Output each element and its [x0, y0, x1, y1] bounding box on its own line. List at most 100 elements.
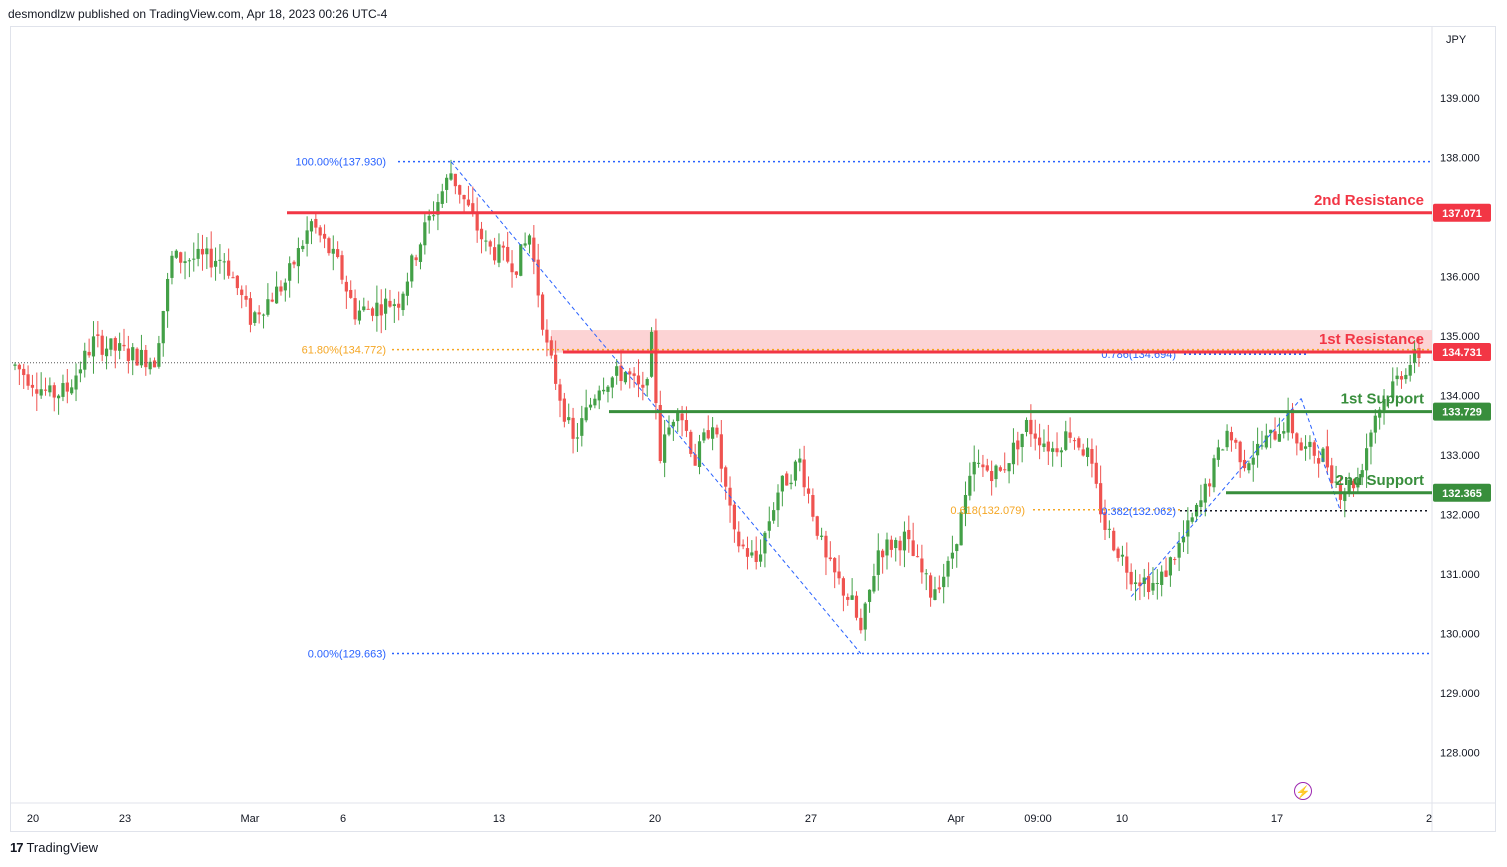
candle-body	[1382, 399, 1386, 411]
candle-body	[863, 603, 867, 630]
candle-body	[1408, 364, 1412, 376]
candle-body	[384, 298, 388, 314]
candle-body	[170, 255, 174, 278]
candle-body	[48, 385, 52, 393]
candle-body	[907, 529, 911, 540]
candle-body	[867, 589, 872, 602]
candle-body	[968, 475, 972, 496]
candle-body	[296, 248, 300, 267]
candle-body	[397, 303, 401, 308]
candle-body	[240, 289, 244, 296]
candle-body	[100, 335, 104, 355]
fib-label: 0.618(132.079)	[950, 505, 1025, 517]
candle-body	[846, 596, 850, 600]
candle-body	[135, 348, 139, 366]
price-badge	[1433, 203, 1491, 222]
tradingview-brand[interactable]: 17 TradingView	[10, 840, 98, 855]
y-tick-label: 129.000	[1440, 688, 1480, 700]
candle-body	[436, 202, 440, 215]
candle-body	[540, 294, 545, 330]
candle-body	[35, 389, 39, 394]
candle-body	[57, 395, 61, 399]
candle-body	[1365, 448, 1369, 471]
candle-body	[1164, 570, 1168, 577]
candle-body	[257, 312, 261, 315]
candle-body	[519, 244, 523, 276]
candle-body	[1042, 443, 1046, 448]
candle-body	[1112, 530, 1116, 551]
candle-body	[1312, 442, 1316, 456]
tradingview-logo-icon: 17	[10, 840, 24, 855]
candle-body	[671, 421, 675, 427]
candle-body	[453, 173, 457, 187]
candle-body	[645, 379, 649, 386]
candle-body	[471, 203, 475, 213]
candle-body	[920, 558, 924, 573]
candle-body	[990, 470, 994, 482]
candle-body	[1177, 543, 1181, 558]
candle-body	[309, 221, 314, 232]
candle-body	[1142, 577, 1146, 584]
y-tick-label: 139.000	[1440, 93, 1480, 105]
candle-body	[1077, 438, 1081, 448]
candle-body	[1024, 419, 1029, 433]
fib-trend-line	[450, 161, 862, 654]
candle-body	[349, 289, 353, 298]
candle-body	[501, 245, 505, 248]
candle-body	[1190, 517, 1194, 522]
candle-body	[1260, 445, 1264, 447]
candle-body	[697, 441, 702, 468]
candle-body	[780, 475, 784, 492]
candle-body	[1343, 492, 1347, 502]
candle-body	[1391, 381, 1395, 398]
candle-body	[1016, 440, 1020, 450]
candle-body	[305, 230, 309, 244]
candle-body	[575, 437, 580, 439]
candle-body	[218, 259, 222, 261]
candle-body	[1011, 442, 1016, 465]
candle-body	[26, 374, 30, 386]
candle-body	[985, 465, 989, 471]
candle-body	[1251, 457, 1255, 465]
candle-body	[859, 617, 863, 631]
candle-body	[632, 373, 636, 376]
candle-body	[758, 554, 763, 562]
x-tick-label: 13	[493, 813, 505, 825]
candle-body	[479, 228, 484, 240]
candle-body	[706, 430, 710, 439]
candle-body	[1107, 528, 1111, 530]
candle-body	[684, 420, 689, 431]
candle-body	[1099, 483, 1103, 515]
candle-body	[187, 260, 191, 262]
candle-body	[1046, 441, 1050, 452]
candle-body	[148, 361, 152, 370]
candle-body	[820, 535, 824, 537]
candle-body	[1290, 409, 1295, 434]
candle-body	[641, 384, 645, 388]
candle-body	[1351, 480, 1356, 489]
candle-body	[532, 237, 536, 262]
candle-body	[741, 544, 745, 547]
candle-body	[798, 458, 802, 463]
candle-body	[619, 365, 623, 382]
candle-body	[65, 382, 69, 392]
candle-body	[1269, 429, 1273, 434]
y-tick-label: 130.000	[1440, 629, 1480, 641]
candle-body	[231, 277, 235, 279]
candle-body	[462, 194, 466, 200]
candle-body	[248, 298, 253, 325]
candle-body	[440, 191, 444, 204]
candle-body	[318, 227, 322, 236]
x-tick-label: 6	[340, 813, 346, 825]
lightning-icon[interactable]: ⚡	[1294, 782, 1312, 800]
x-tick-label: Mar	[241, 813, 260, 825]
candle-body	[584, 407, 588, 421]
candle-body	[885, 539, 889, 556]
candle-body	[362, 306, 366, 311]
candle-body	[1129, 571, 1133, 585]
candle-body	[902, 531, 907, 551]
candle-body	[649, 331, 654, 377]
chart-frame[interactable]	[10, 26, 1496, 832]
candle-body	[445, 177, 449, 190]
